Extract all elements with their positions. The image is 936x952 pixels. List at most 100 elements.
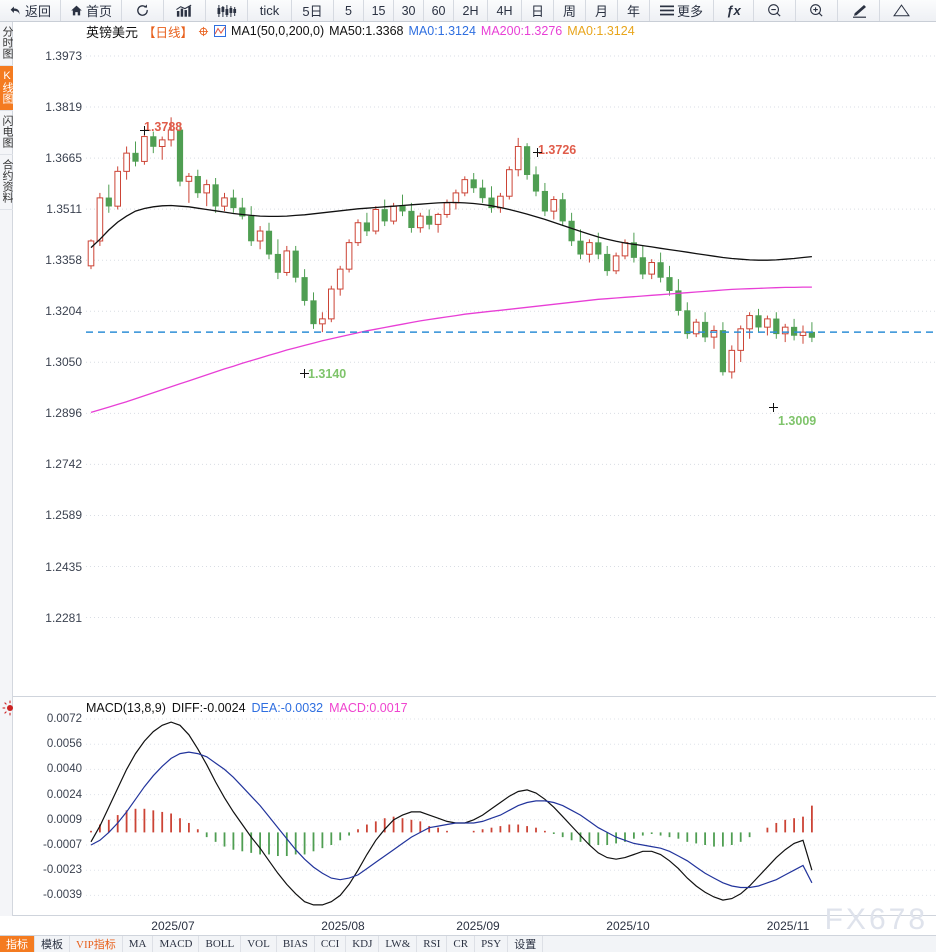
period-5[interactable]: 5 [334,0,365,21]
macd-diff-line [90,721,813,906]
zoom-in-button[interactable] [796,0,839,21]
bottom-item-cci[interactable]: CCI [315,936,347,952]
bottom-item-bias[interactable]: BIAS [277,936,315,952]
period-week[interactable]: 周 [554,0,587,21]
home-label: 首页 [86,4,113,19]
back-button[interactable]: 返回 [0,0,62,21]
bottom-item-ma[interactable]: MA [123,936,154,952]
settings-gear-icon[interactable] [198,26,209,37]
more-button[interactable]: 更多 [650,0,715,21]
price-chart-pane: 英镑美元 【日线】 MA1(50,0,200,0) MA50:1.3368 MA… [13,22,936,697]
macd-y-tick: 0.0072 [46,713,82,725]
bottom-item-lw[interactable]: LW& [379,936,418,952]
more-label: 更多 [677,4,704,19]
candlestick-icon [217,4,237,18]
toolbar-filler [922,0,936,21]
home-icon [70,4,83,17]
period-2h[interactable]: 2H [454,0,489,21]
price-annotation: 1.3788 [144,120,183,134]
period-week-label: 周 [563,4,577,19]
period-month[interactable]: 月 [586,0,619,21]
price-y-tick: 1.2589 [45,508,82,523]
period-60[interactable]: 60 [424,0,455,21]
macd-macd-value: MACD:0.0017 [329,700,408,715]
period-day[interactable]: 日 [522,0,555,21]
price-y-tick: 1.3358 [45,253,82,268]
ma50-value: MA50:1.3368 [329,24,404,38]
period-2h-label: 2H [462,3,479,18]
shape-button[interactable] [880,0,923,21]
macd-y-axis[interactable]: 0.0072 0.0056 0.0040 0.0024 0.0009 -0.0007 -0.… [13,697,86,915]
macd-y-tick: -0.0007 [42,839,82,851]
bottom-toolbar-filler [543,936,936,952]
macd-y-tick: 0.0040 [46,763,82,776]
period-year[interactable]: 年 [618,0,651,21]
period-30-label: 30 [401,3,416,18]
top-toolbar: 返回 首页 [0,0,936,22]
bottom-item-vol[interactable]: VOL [241,936,277,952]
refresh-icon [135,3,150,18]
period-30[interactable]: 30 [394,0,425,21]
bottom-item-cr[interactable]: CR [447,936,476,952]
period-15-label: 15 [371,3,386,18]
bottom-item-[interactable]: 模板 [35,936,70,952]
sidebar-item-lightning[interactable]: 闪电图 [0,111,13,155]
sidebar-item-timeshare[interactable]: 分时图 [0,22,13,66]
annotation-cross-marker [533,144,542,157]
period-4h[interactable]: 4H [488,0,523,21]
back-arrow-icon [9,4,22,17]
bottom-item-vip[interactable]: VIP指标 [70,936,123,952]
bottom-toolbar: 指标 模板 VIP指标 MA MACD BOLL VOL BIAS CCI KDJ LW& RSI CR… [0,936,936,952]
sidebar-item-contract-info[interactable]: 合约资料 [0,155,13,210]
period-60-label: 60 [431,3,446,18]
macd-plot-area[interactable] [86,697,936,915]
bottom-item-[interactable]: 指标 [0,936,35,952]
macd-y-tick: -0.0023 [42,864,82,877]
bottom-item-[interactable]: 设置 [508,936,544,952]
price-y-tick: 1.3050 [45,355,82,370]
left-sidebar: 分时图 K线图 闪电图 合约资料 [0,22,13,916]
hamburger-icon [660,5,675,16]
ma200-value: MA200:1.3276 [480,24,563,38]
bottom-item-macd[interactable]: MACD [153,936,200,952]
ma-line-ma50 [90,201,812,261]
zoom-out-icon [767,3,782,18]
date-tick: 2025/07 [151,919,195,933]
draw-button[interactable] [838,0,881,21]
sidebar-item-kline[interactable]: K线图 [0,66,13,111]
bottom-item-psy[interactable]: PSY [475,936,509,952]
period-year-label: 年 [627,4,641,19]
period-month-label: 月 [595,4,609,19]
pencil-icon [851,4,867,18]
price-y-tick: 1.3511 [46,202,82,217]
home-button[interactable]: 首页 [61,0,123,21]
bar-chart-button[interactable] [164,0,207,21]
period-15[interactable]: 15 [364,0,395,21]
function-button[interactable]: ƒx [714,0,755,21]
price-y-tick: 1.3819 [45,100,82,115]
indicator-icon[interactable] [214,25,227,37]
macd-svg [86,718,936,906]
symbol-label: 英镑美元 [86,24,139,40]
price-y-tick: 1.2742 [45,457,82,472]
annotation-cross-marker [300,365,309,378]
macd-y-tick: -0.0039 [42,889,82,902]
refresh-button[interactable] [122,0,165,21]
tick-button[interactable]: tick [248,0,293,21]
price-y-axis[interactable]: 1.3973 1.3819 1.3665 1.3511 1.3358 1.3204 1.30… [13,22,86,696]
macd-diff-value: DIFF:-0.0024 [171,700,246,715]
bottom-item-rsi[interactable]: RSI [417,936,448,952]
tick-label: tick [259,3,280,18]
five-day-button[interactable]: 5日 [292,0,335,21]
period-4h-label: 4H [496,3,513,18]
price-plot-area[interactable] [86,22,936,696]
macd-y-tick: 0.0056 [46,738,82,751]
zoom-out-button[interactable] [754,0,797,21]
date-tick: 2025/10 [606,919,650,933]
candlestick-button[interactable] [206,0,249,21]
bottom-item-kdj[interactable]: KDJ [346,936,380,952]
date-x-axis[interactable]: 2025/07 2025/08 2025/09 2025/10 2025/11 [13,916,936,936]
bottom-item-boll[interactable]: BOLL [199,936,242,952]
five-day-label: 5日 [302,4,323,19]
